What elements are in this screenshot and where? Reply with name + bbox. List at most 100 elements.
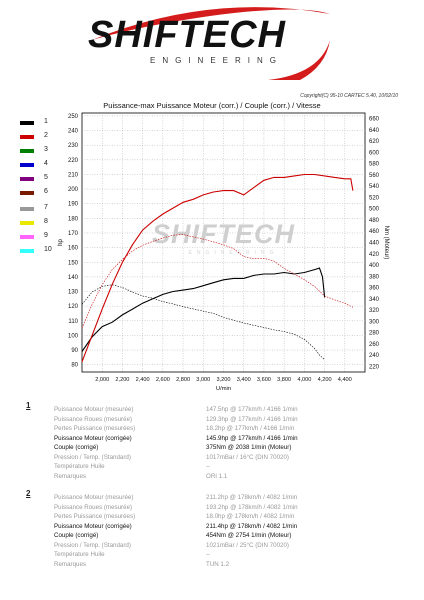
x-axis-label: U/min <box>216 386 231 392</box>
legend-swatch <box>20 191 34 195</box>
legend-swatch <box>20 163 34 167</box>
y-tick-label-left: 90 <box>71 348 78 354</box>
y-tick-label-left: 240 <box>68 129 79 135</box>
y-axis-label-left: hp <box>58 239 64 246</box>
y-tick-label-right: 560 <box>369 173 380 179</box>
y-tick-label-right: 540 <box>369 184 380 190</box>
result-row: Puissance Moteur (mesurée) 211.2hp @ 178k… <box>54 494 404 503</box>
x-tick-label: 2,200 <box>115 377 129 383</box>
result-key: Température Huile <box>54 463 105 470</box>
result-row: Puissance Moteur (corrigée) 145.9hp @ 177… <box>54 435 404 444</box>
legend-label: 7 <box>44 204 48 211</box>
y-tick-label-left: 130 <box>68 290 79 296</box>
legend-item[interactable]: 10 <box>20 246 60 256</box>
run-number: 1 <box>26 401 31 410</box>
y-tick-label-left: 160 <box>68 246 79 252</box>
result-value: 211.4hp @ 178km/h / 4082 1/min <box>206 522 298 530</box>
logo-subtitle: ENGINEERING <box>150 56 284 65</box>
y-tick-label-right: 660 <box>369 117 380 123</box>
legend-swatch <box>20 177 34 181</box>
series-line-2-power <box>81 173 354 362</box>
chart-title: Puissance-max Puissance Moteur (corr.) /… <box>103 101 321 110</box>
result-key: Pression / Temp. (Standard) <box>54 541 131 549</box>
result-value: 1021mBar / 25°C (DIN 70020) <box>206 541 289 549</box>
y-tick-label-right: 620 <box>369 139 380 145</box>
y-tick-label-left: 150 <box>68 260 79 266</box>
y-tick-label-right: 500 <box>369 207 380 213</box>
x-tick-label: 2,800 <box>176 377 190 383</box>
y-tick-label-left: 120 <box>68 304 79 310</box>
y-tick-label-left: 180 <box>68 216 79 222</box>
y-tick-label-left: 200 <box>68 187 79 193</box>
y-tick-label-right: 320 <box>369 308 380 314</box>
y-tick-label-right: 380 <box>369 274 380 280</box>
legend-swatch <box>20 235 34 239</box>
result-value: 193.2hp @ 178km/h / 4082 1/min <box>206 503 298 511</box>
result-row: Pertes Puissance (mesurées) 18.2hp @ 177k… <box>54 425 404 434</box>
y-tick-label-left: 100 <box>68 333 79 339</box>
result-value: 454Nm @ 2754 1/min (Moteur) <box>206 532 292 539</box>
legend-swatch <box>20 149 34 153</box>
x-tick-label: 2,600 <box>156 377 170 383</box>
legend-item[interactable]: 7 <box>20 204 60 214</box>
result-value: 147.5hp @ 177km/h / 4166 1/min <box>206 406 298 413</box>
result-value: 1017mBar / 16°C (DIN 70020) <box>206 453 289 461</box>
result-value: 145.9hp @ 177km/h / 4166 1/min <box>206 434 298 442</box>
y-tick-label-right: 240 <box>369 353 380 359</box>
y-tick-label-right: 260 <box>369 342 380 348</box>
result-key: Remarques <box>54 472 86 480</box>
result-row: Couple (corrigé) 454Nm @ 2754 1/min (Mote… <box>54 532 404 541</box>
x-tick-label: 3,400 <box>237 377 251 383</box>
result-value: 18.2hp @ 177km/h / 4166 1/min <box>206 425 295 432</box>
y-tick-label-right: 640 <box>369 128 380 134</box>
shiftech-logo: SHIFTECH ENGINEERING <box>0 0 424 90</box>
result-key: Couple (corrigé) <box>54 532 99 539</box>
chart-watermark-sub: ENGINEERING <box>188 250 278 256</box>
result-key: Puissance Moteur (mesurée) <box>54 406 134 413</box>
legend-label: 2 <box>44 132 48 139</box>
y-tick-label-right: 280 <box>369 331 380 337</box>
result-row: Puissance Moteur (corrigée) 211.4hp @ 178… <box>54 523 404 532</box>
result-key: Couple (corrigé) <box>54 444 99 451</box>
run-number: 2 <box>26 489 31 498</box>
legend-swatch <box>20 221 34 225</box>
legend-item[interactable]: 1 <box>20 118 60 128</box>
x-tick-label: 2,000 <box>95 377 109 383</box>
result-key: Puissance Moteur (corrigée) <box>54 434 132 442</box>
x-tick-label: 3,200 <box>217 377 231 383</box>
series-line-1-power <box>81 267 326 352</box>
result-row: Remarques ORI 1.1 <box>54 473 404 482</box>
y-tick-label-left: 190 <box>68 202 79 208</box>
result-value: 211.2hp @ 178km/h / 4082 1/min <box>206 494 298 501</box>
legend-item[interactable]: 2 <box>20 132 60 142</box>
legend-label: 1 <box>44 118 48 125</box>
y-tick-label-right: 300 <box>369 319 380 325</box>
x-tick-label: 2,400 <box>136 377 150 383</box>
x-tick-label: 4,400 <box>338 377 352 383</box>
result-key: Puissance Roues (mesurée) <box>54 503 133 511</box>
legend-item[interactable]: 6 <box>20 188 60 198</box>
legend-item[interactable]: 5 <box>20 174 60 184</box>
chart-watermark: SHIFTECH <box>152 219 295 249</box>
legend-item[interactable]: 3 <box>20 146 60 156</box>
y-tick-label-left: 220 <box>68 158 79 164</box>
legend-swatch <box>20 121 34 125</box>
result-key: Pertes Puissance (mesurées) <box>54 513 136 520</box>
result-value: 129.3hp @ 177km/h / 4166 1/min <box>206 415 298 423</box>
result-key: Pression / Temp. (Standard) <box>54 453 131 461</box>
legend-item[interactable]: 4 <box>20 160 60 170</box>
result-row: Puissance Moteur (mesurée) 147.5hp @ 177k… <box>54 406 404 415</box>
legend-item[interactable]: 8 <box>20 218 60 228</box>
y-axis-label-right: Nm (Moteur) <box>383 226 389 260</box>
result-row: Température Huile -- <box>54 463 404 472</box>
legend-swatch <box>20 207 34 211</box>
result-key: Température Huile <box>54 551 105 558</box>
x-tick-label: 3,800 <box>277 377 291 383</box>
legend-item[interactable]: 9 <box>20 232 60 242</box>
result-key: Puissance Moteur (mesurée) <box>54 494 134 501</box>
result-key: Puissance Moteur (corrigée) <box>54 522 132 530</box>
y-tick-label-left: 170 <box>68 231 79 237</box>
legend-swatch <box>20 249 34 253</box>
legend-label: 5 <box>44 174 48 181</box>
result-value: -- <box>206 551 211 558</box>
